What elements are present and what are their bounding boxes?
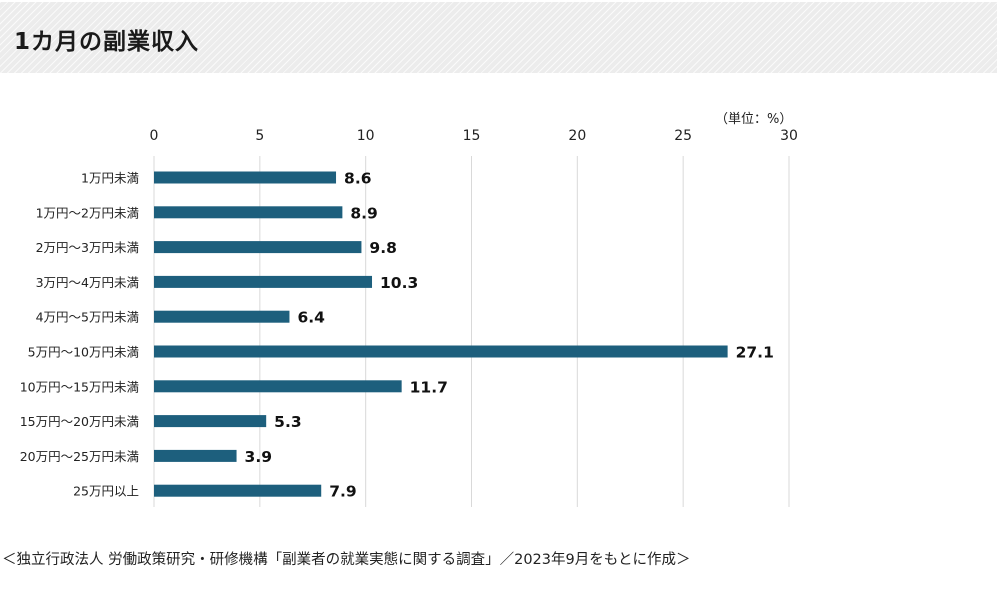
bar-5 — [154, 345, 728, 358]
title-band: 1カ月の副業収入 — [0, 2, 997, 73]
data-label: 10.3 — [380, 274, 418, 292]
data-label: 9.8 — [369, 239, 396, 257]
bar-chart: 0 5 10 15 20 25 30 1万円未満 8.6 1万円～2万円未満 8.9 2万円～3万円未… — [20, 128, 798, 507]
category-label: 2万円～3万円未満 — [36, 240, 139, 255]
data-label: 7.9 — [329, 483, 356, 501]
data-label: 3.9 — [245, 448, 272, 466]
data-label: 5.3 — [274, 413, 301, 431]
bar-6 — [154, 380, 402, 393]
data-label: 27.1 — [736, 344, 774, 362]
bar-3 — [154, 275, 373, 288]
source-note: ＜独立行政法人 労働政策研究・研修機構「副業者の就業実態に関する調査」／2023… — [2, 552, 691, 568]
bar-9 — [154, 484, 322, 497]
category-label: 4万円～5万円未満 — [36, 310, 139, 325]
data-label: 8.9 — [350, 204, 377, 222]
bar-8 — [154, 449, 237, 462]
category-label: 10万円～15万円未満 — [20, 379, 139, 394]
data-label: 6.4 — [297, 309, 325, 327]
x-tick-label: 20 — [568, 128, 586, 144]
category-label: 5万円～10万円未満 — [28, 345, 139, 360]
bar-0 — [154, 171, 337, 184]
unit-label: （単位：%） — [715, 112, 793, 127]
bar-4 — [154, 310, 290, 323]
x-tick-label: 30 — [780, 128, 798, 144]
data-label: 8.6 — [344, 170, 371, 188]
x-tick-label: 25 — [674, 128, 692, 144]
x-tick-label: 15 — [463, 128, 481, 144]
bar-1 — [154, 206, 343, 219]
category-label: 25万円以上 — [73, 484, 139, 499]
category-label: 15万円～20万円未満 — [20, 414, 139, 429]
data-label: 11.7 — [410, 378, 448, 396]
x-tick-label: 10 — [357, 128, 375, 144]
x-tick-label: 5 — [255, 128, 264, 144]
bar-2 — [154, 241, 362, 254]
category-label: 1万円～2万円未満 — [36, 205, 139, 220]
category-label: 20万円～25万円未満 — [20, 449, 139, 464]
category-label: 3万円～4万円未満 — [36, 275, 139, 290]
x-tick-label: 0 — [150, 128, 159, 144]
category-label: 1万円未満 — [81, 171, 139, 186]
chart-title: 1カ月の副業収入 — [14, 29, 200, 55]
bar-7 — [154, 415, 267, 428]
